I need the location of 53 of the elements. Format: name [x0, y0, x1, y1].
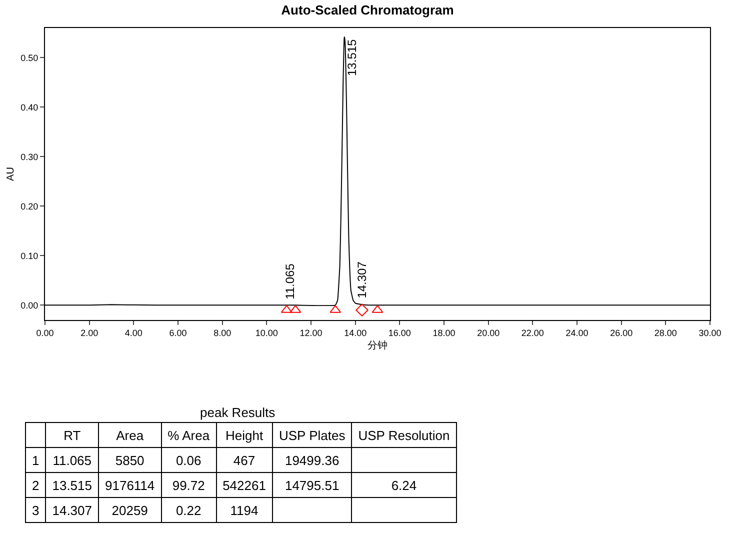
annotation: 11.065 [283, 263, 298, 300]
category-label: % Area [161, 422, 216, 448]
x-tick-label: 6.00 [169, 328, 187, 338]
x-tick-label: 8.00 [214, 328, 232, 338]
x-tick-label: 28.00 [654, 328, 677, 338]
text: 1194 [230, 502, 258, 518]
x-tick-label: 24.00 [566, 328, 588, 338]
x-tick-label: 2.00 [80, 328, 98, 338]
category-label: Area [98, 422, 162, 448]
chart-title: Auto-Scaled Chromatogram [281, 2, 454, 18]
text: 6.24 [391, 478, 417, 492]
x-axis-title: 分钟 [368, 339, 388, 352]
text: peak Results [200, 405, 276, 420]
text: 19499.36 [284, 452, 340, 468]
x-tick-label: 4.00 [124, 328, 142, 338]
y-tick-label: 0.40 [20, 102, 38, 112]
x-tick-label: 26.00 [610, 328, 633, 338]
x-tick-label: 14.00 [344, 328, 367, 338]
x-tick-label: 10.00 [255, 328, 278, 338]
text: 467 [233, 452, 256, 468]
text: 5850 [115, 452, 144, 468]
text: 542261 [222, 478, 266, 492]
text: 14795.51 [284, 478, 340, 492]
y-axis-title: AU [6, 167, 17, 181]
y-tick-label: 0.50 [20, 52, 38, 63]
text: 20259 [112, 502, 148, 518]
x-tick-label: 16.00 [388, 328, 411, 338]
x-tick-label: 0.00 [36, 328, 54, 338]
x-tick-label: 18.00 [432, 328, 456, 338]
category-label: RT [46, 422, 98, 448]
x-tick-label: 22.00 [521, 328, 544, 338]
text: 1 [32, 452, 40, 468]
text: 14.307 [52, 502, 92, 518]
annotation: 14.307 [354, 261, 369, 298]
text: 9176114 [105, 478, 155, 492]
category-label: USP Plates [272, 422, 352, 448]
text: 3 [32, 502, 40, 518]
category-label: Height [216, 422, 272, 448]
text: 2 [32, 478, 40, 492]
y-tick-label: 0.30 [20, 152, 38, 162]
y-tick-label: 0.00 [20, 300, 38, 310]
text: 99.72 [172, 478, 205, 492]
annotation: 13.515 [345, 38, 360, 76]
y-tick-label: 0.10 [20, 250, 38, 261]
x-tick-label: 30.00 [698, 328, 722, 338]
x-tick-label: 12.00 [300, 328, 322, 338]
text: 13.515 [52, 478, 92, 492]
y-tick-label: 0.20 [20, 201, 38, 212]
category-label: USP Resolution [352, 422, 456, 448]
x-tick-label: 20.00 [477, 328, 500, 338]
text: 0.06 [176, 452, 202, 468]
text: 0.22 [176, 502, 202, 518]
text: 11.065 [52, 452, 92, 468]
